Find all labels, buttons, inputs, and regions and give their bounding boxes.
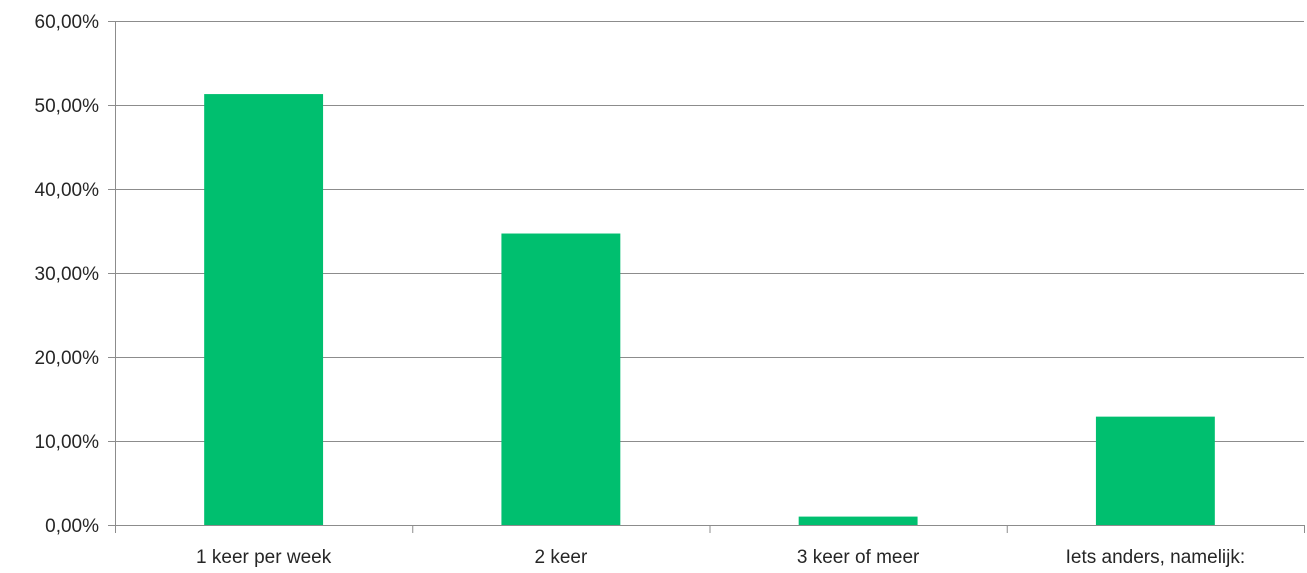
x-tick-label-1: 2 keer <box>534 547 587 568</box>
y-tick-label-6: 60,00% <box>35 12 100 33</box>
axes <box>108 21 1305 533</box>
y-tick-label-1: 10,00% <box>35 432 100 453</box>
bar-3 <box>1095 416 1215 525</box>
x-tick-label-2: 3 keer of meer <box>797 547 920 568</box>
x-tick-label-3: Iets anders, namelijk: <box>1066 547 1246 568</box>
bars <box>204 94 1215 525</box>
x-tick-label-0: 1 keer per week <box>196 547 332 568</box>
y-tick-labels: 0,00% 10,00% 20,00% 30,00% 40,00% 50,00% 60,00… <box>35 12 100 537</box>
y-tick-label-0: 0,00% <box>45 516 99 537</box>
y-tick-label-4: 40,00% <box>35 180 100 201</box>
bar-0 <box>204 94 324 525</box>
bar-2 <box>798 516 918 525</box>
x-tick-labels: 1 keer per week 2 keer 3 keer of meer Iets … <box>196 547 1245 568</box>
y-tick-label-2: 20,00% <box>35 348 100 369</box>
bar-1 <box>501 233 621 525</box>
y-tick-label-5: 50,00% <box>35 96 100 117</box>
y-tick-label-3: 30,00% <box>35 264 100 285</box>
